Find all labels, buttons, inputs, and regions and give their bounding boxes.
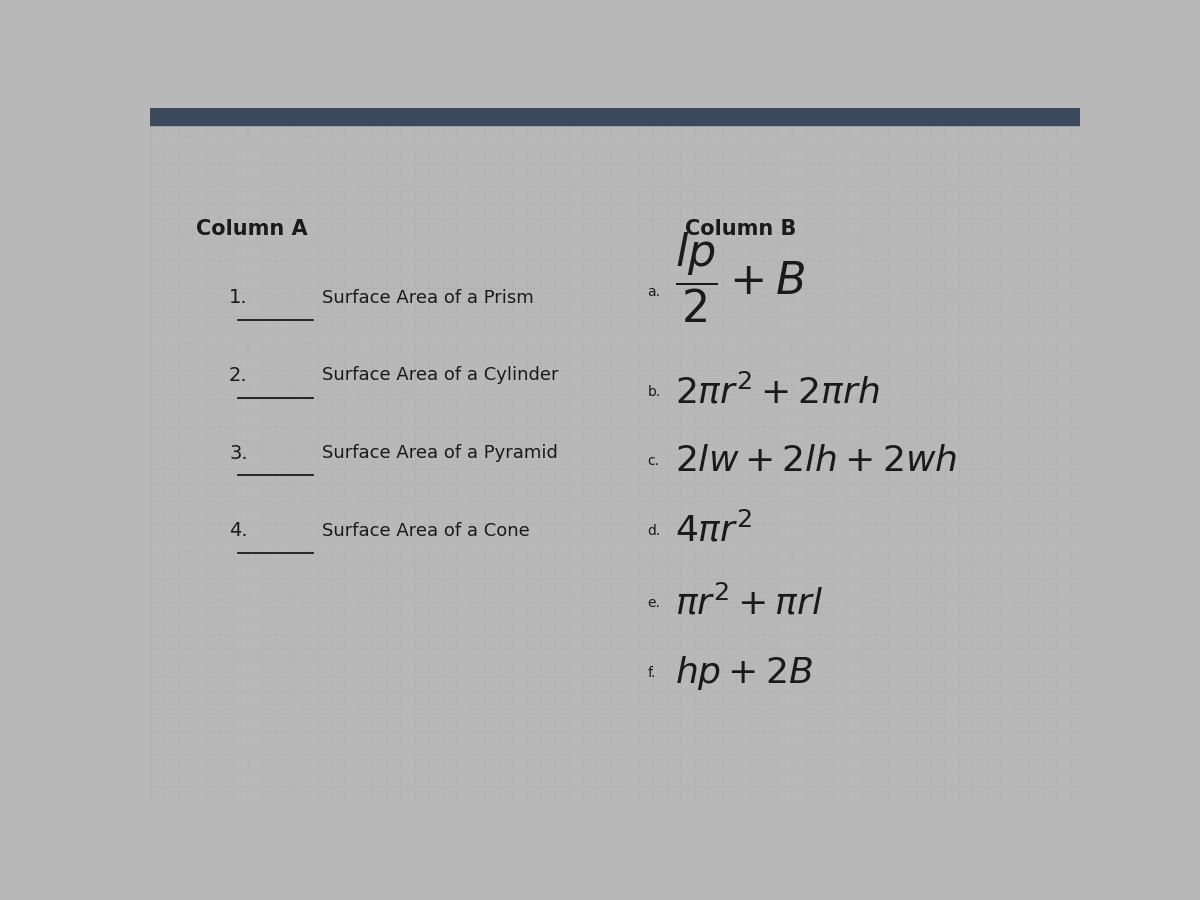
Text: b.: b.: [648, 385, 661, 399]
Text: Surface Area of a Pyramid: Surface Area of a Pyramid: [322, 444, 558, 462]
Text: Column B: Column B: [685, 219, 796, 238]
Bar: [150, 108, 1080, 125]
Text: 2.: 2.: [229, 366, 247, 385]
Text: Surface Area of a Prism: Surface Area of a Prism: [322, 289, 534, 307]
Text: $4\pi r^2$: $4\pi r^2$: [676, 513, 752, 549]
Text: $2lw + 2lh + 2wh$: $2lw + 2lh + 2wh$: [676, 445, 958, 479]
Text: $\pi r^2 + \pi rl$: $\pi r^2 + \pi rl$: [676, 585, 823, 622]
Text: a.: a.: [648, 284, 660, 299]
Text: 1.: 1.: [229, 288, 247, 308]
Text: Surface Area of a Cylinder: Surface Area of a Cylinder: [322, 366, 558, 384]
Text: $\dfrac{lp}{2} + B$: $\dfrac{lp}{2} + B$: [676, 230, 806, 325]
Text: e.: e.: [648, 597, 660, 610]
Text: c.: c.: [648, 454, 660, 468]
Text: Surface Area of a Cone: Surface Area of a Cone: [322, 522, 530, 540]
Text: $2\pi r^2 + 2\pi rh$: $2\pi r^2 + 2\pi rh$: [676, 374, 880, 410]
Text: 3.: 3.: [229, 444, 247, 463]
Text: Column A: Column A: [197, 219, 308, 238]
Text: f.: f.: [648, 666, 656, 680]
Text: 4.: 4.: [229, 521, 247, 540]
Text: $hp + 2B$: $hp + 2B$: [676, 653, 814, 692]
Text: d.: d.: [648, 524, 661, 537]
